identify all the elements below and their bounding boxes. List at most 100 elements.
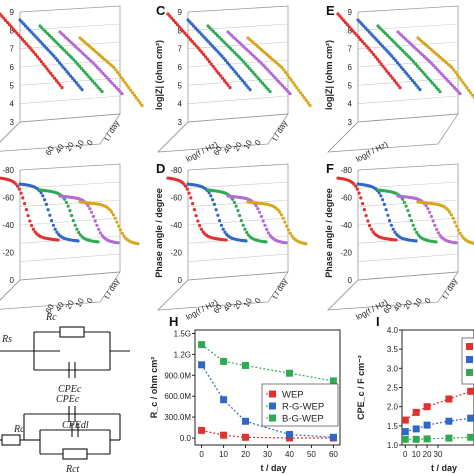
curve-point bbox=[76, 239, 80, 243]
y-axis-label: CPE_c / F cm⁻² bbox=[356, 355, 366, 420]
panel-edge-back bbox=[357, 5, 459, 123]
curve-point bbox=[111, 82, 115, 86]
curve-point bbox=[447, 80, 451, 84]
curve-point bbox=[456, 228, 460, 232]
curve-point bbox=[275, 78, 279, 82]
z-tick-label: 4 bbox=[178, 100, 183, 109]
curve-point bbox=[260, 81, 265, 85]
panel-edge-floor bbox=[326, 113, 459, 153]
curve-point bbox=[207, 60, 211, 64]
curve-point bbox=[36, 55, 40, 59]
curve-point bbox=[249, 68, 253, 72]
curve-point bbox=[367, 30, 371, 34]
day-tick-label: 0 bbox=[253, 296, 263, 305]
curve-point bbox=[21, 196, 25, 200]
curve-point bbox=[94, 83, 98, 87]
curve-point bbox=[51, 223, 55, 227]
data-point-B-G-WEP bbox=[445, 434, 453, 442]
z-tick-label: -40 bbox=[2, 221, 14, 230]
curve-point bbox=[362, 42, 366, 46]
curve-point bbox=[384, 208, 388, 212]
curve-point bbox=[41, 62, 45, 66]
circuit-label-rs: Rs bbox=[1, 334, 12, 345]
panel-gridline bbox=[19, 95, 121, 104]
curve-point bbox=[204, 55, 208, 59]
curve-point bbox=[403, 70, 407, 74]
resistor-rc bbox=[59, 326, 85, 338]
curve-point bbox=[136, 242, 140, 246]
curve-point bbox=[246, 85, 250, 89]
curve-point bbox=[453, 220, 457, 224]
day-tick-label: 0 bbox=[85, 296, 95, 305]
curve-point bbox=[375, 57, 380, 61]
y-tick-label: 3.0 bbox=[387, 364, 399, 373]
curve-point bbox=[242, 60, 246, 64]
curve-point bbox=[460, 234, 464, 238]
curve-point bbox=[458, 92, 462, 96]
curve-point bbox=[201, 34, 205, 38]
curve-point bbox=[76, 62, 80, 66]
curve-point bbox=[404, 204, 408, 208]
curve-point bbox=[240, 79, 245, 83]
panel-gridline bbox=[357, 59, 459, 68]
panel-gridline bbox=[187, 253, 289, 262]
curve-point bbox=[299, 91, 303, 95]
curve-point bbox=[20, 37, 25, 42]
curve-point bbox=[399, 65, 403, 69]
curve-point bbox=[259, 214, 263, 219]
curve-point bbox=[255, 75, 259, 79]
curve-point bbox=[123, 81, 127, 85]
curve-point bbox=[390, 76, 395, 80]
curve-point bbox=[265, 227, 269, 231]
curve-point bbox=[264, 66, 268, 70]
curve-point bbox=[76, 83, 80, 87]
z-tick-label: 6 bbox=[348, 63, 353, 72]
curve-point bbox=[432, 83, 436, 87]
curve-point bbox=[43, 198, 47, 202]
data-point-R-G-WEP bbox=[467, 414, 474, 422]
day-tick-label: 10 bbox=[74, 296, 87, 309]
curve-point bbox=[205, 38, 209, 42]
curve-point bbox=[5, 20, 10, 25]
z-tick-label: -20 bbox=[340, 249, 352, 258]
curve-point bbox=[19, 191, 23, 195]
z-tick-label: -80 bbox=[340, 166, 352, 175]
curve-point bbox=[185, 33, 189, 37]
x-tick-label: 0 bbox=[199, 450, 204, 459]
panel-edge-back bbox=[19, 5, 121, 123]
curve-point bbox=[71, 76, 75, 80]
y-tick-label: 900.0M bbox=[164, 371, 191, 380]
day-axis-label: t / day bbox=[102, 277, 121, 300]
z-tick-label: 9 bbox=[348, 8, 353, 17]
curve-point bbox=[387, 71, 391, 75]
data-point-R-G-WEP bbox=[445, 417, 453, 425]
curve-point bbox=[54, 78, 58, 83]
curve-point bbox=[51, 74, 55, 78]
curve-point bbox=[91, 214, 95, 219]
curve-point bbox=[28, 219, 32, 223]
curve-point bbox=[92, 81, 97, 85]
curve-point bbox=[222, 78, 226, 83]
curve-point bbox=[187, 35, 191, 39]
curve-point bbox=[434, 85, 438, 89]
curve-point bbox=[224, 58, 228, 63]
panel-gridline bbox=[187, 77, 289, 86]
series-line-R-G-WEP bbox=[405, 417, 471, 433]
curve-point bbox=[286, 90, 290, 94]
curve-point bbox=[366, 46, 370, 50]
y-tick-label: 600.0M bbox=[164, 392, 191, 401]
curve-point bbox=[279, 82, 283, 86]
curve-point bbox=[116, 70, 120, 74]
curve-point bbox=[196, 219, 200, 223]
curve-point bbox=[372, 52, 376, 57]
panel-gridline bbox=[357, 77, 459, 86]
curve-point bbox=[369, 227, 373, 231]
curve-point bbox=[172, 18, 176, 22]
curve-point bbox=[78, 85, 82, 89]
panel-gridline bbox=[357, 95, 459, 104]
curve-point bbox=[173, 20, 178, 25]
curve-point bbox=[437, 70, 441, 74]
curve-point bbox=[234, 204, 238, 208]
curve-point bbox=[336, 12, 340, 16]
